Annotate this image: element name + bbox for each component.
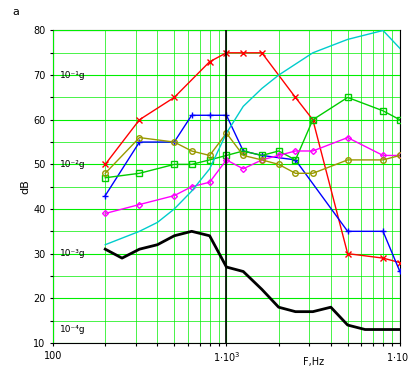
Y-axis label: dB: dB: [20, 179, 30, 194]
Text: F,Hz: F,Hz: [303, 357, 324, 367]
Text: 10⁻¹g: 10⁻¹g: [60, 70, 86, 80]
Text: a: a: [12, 7, 19, 17]
Text: 10⁻⁴g: 10⁻⁴g: [60, 325, 86, 334]
Text: 10⁻³g: 10⁻³g: [60, 249, 86, 258]
Text: 10⁻²g: 10⁻²g: [60, 160, 86, 169]
